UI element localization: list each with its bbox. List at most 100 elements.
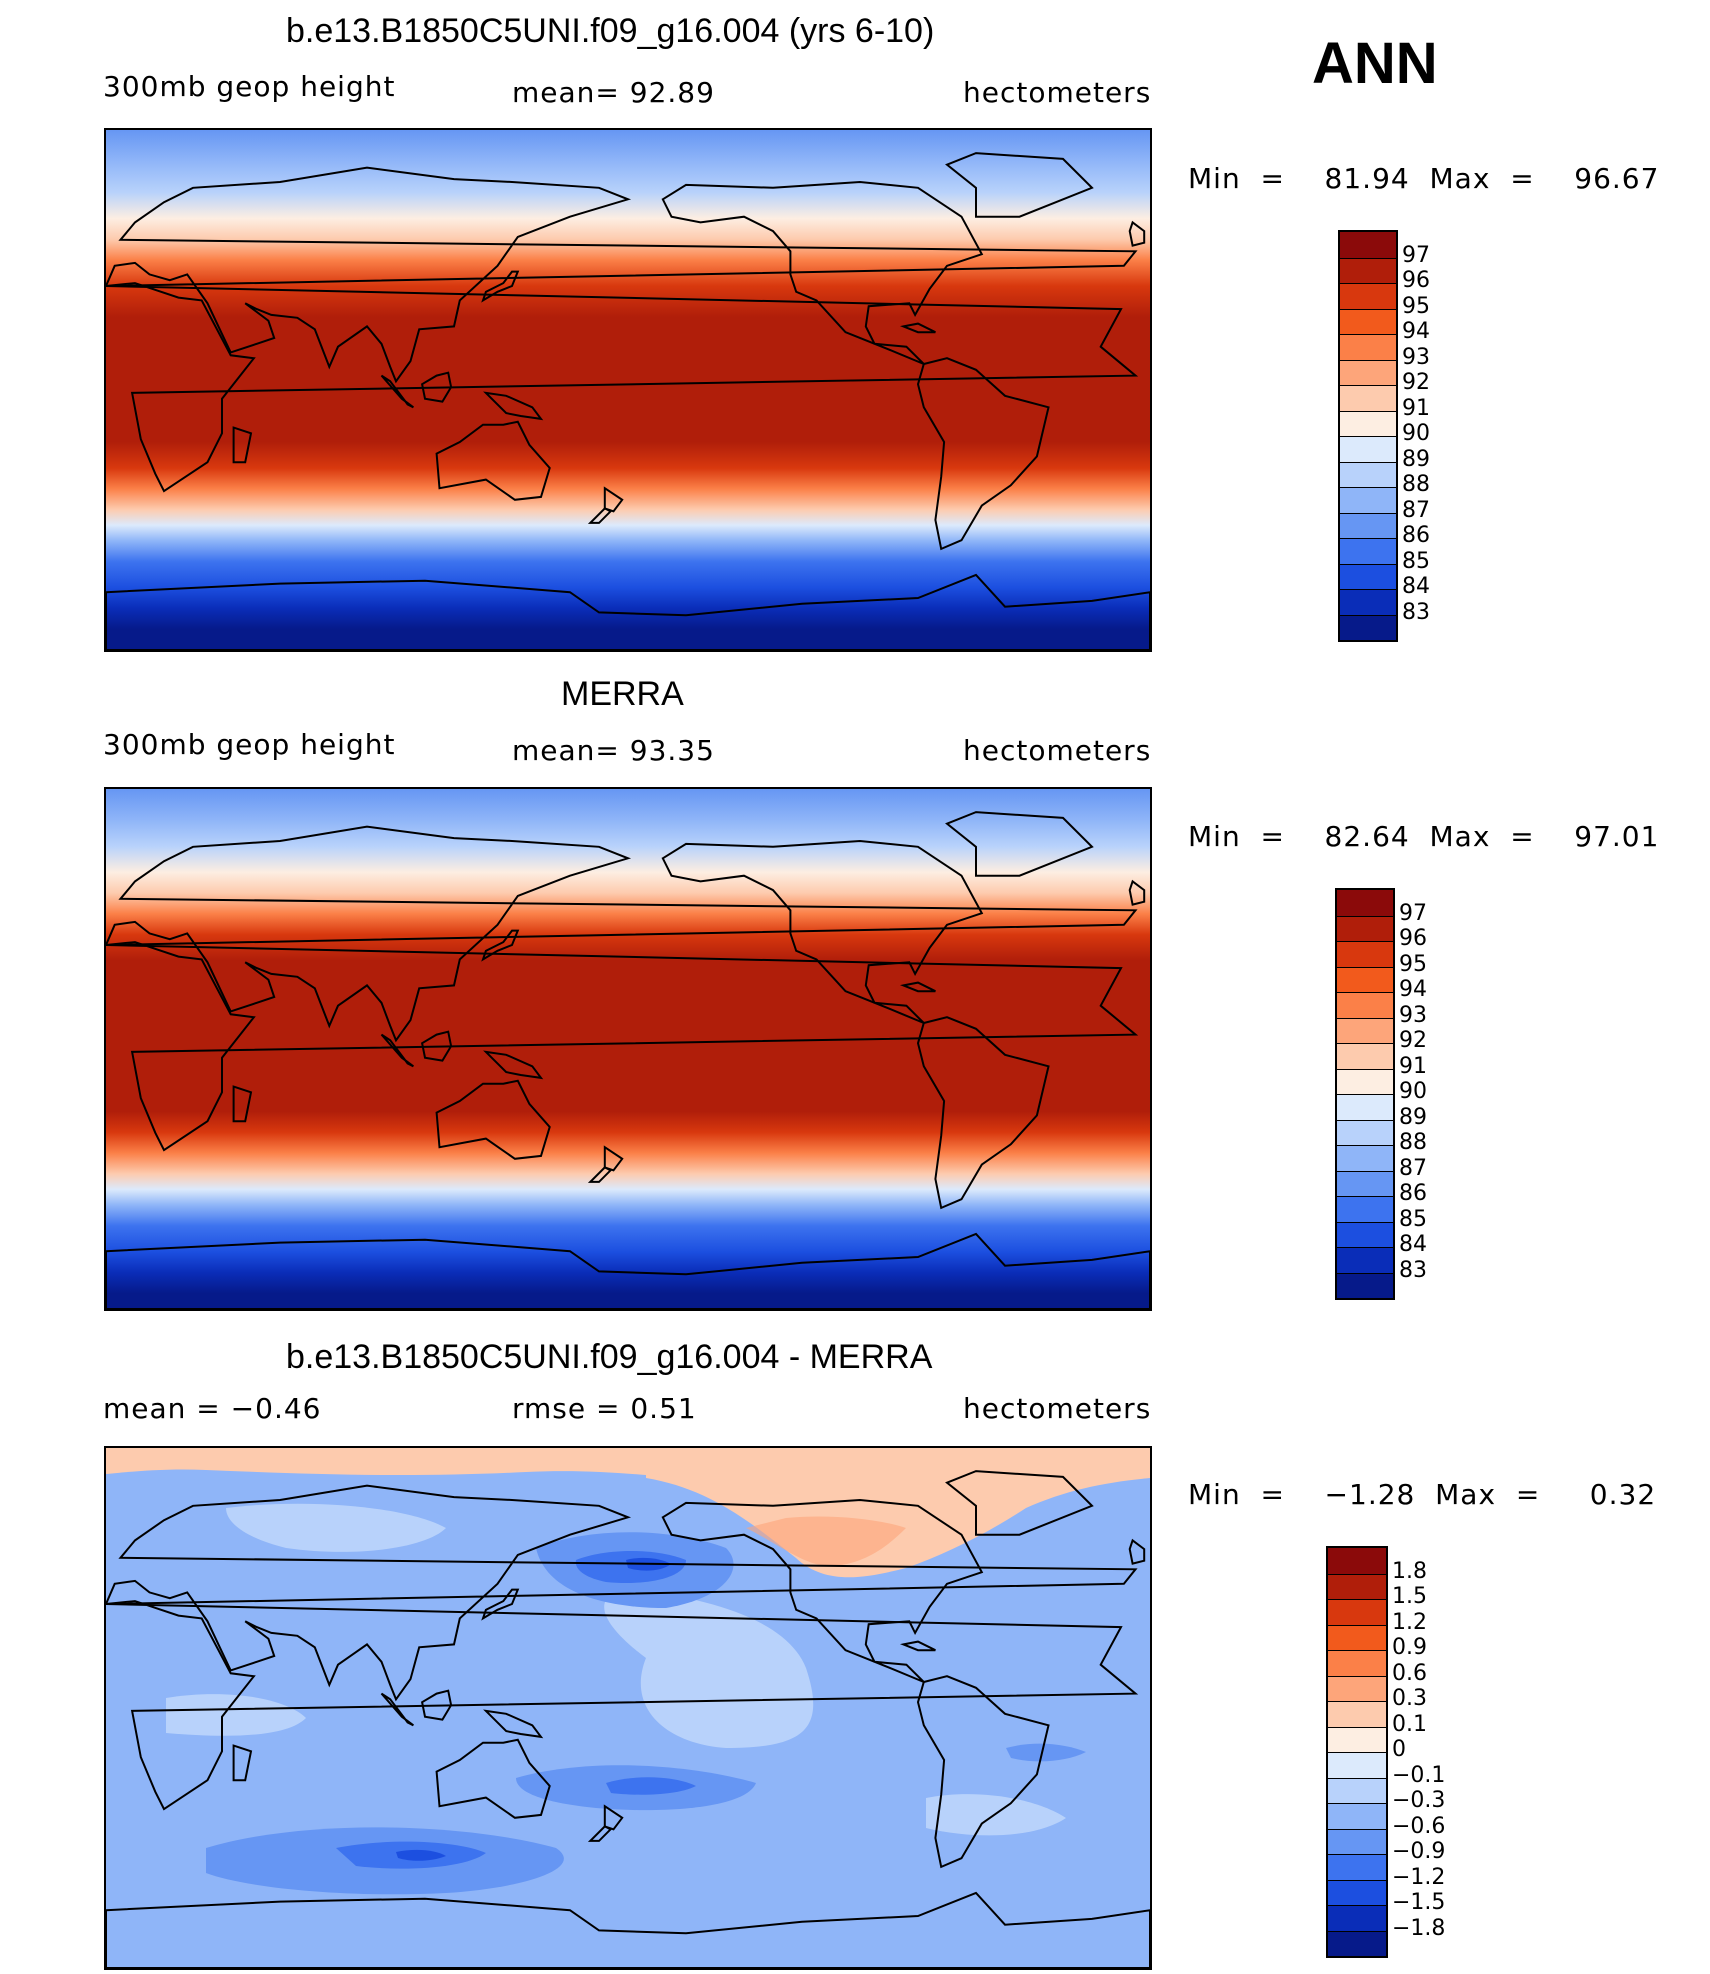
- colorbar-box: [1337, 941, 1393, 967]
- coastline: [106, 573, 1150, 650]
- panel-1-map: [104, 128, 1152, 652]
- colorbar-box: [1340, 461, 1396, 487]
- coastline: [420, 371, 453, 403]
- coastline: [106, 1232, 1150, 1309]
- coastline: [232, 426, 253, 464]
- coastline: [1128, 1538, 1146, 1565]
- colorbar-box: [1328, 1777, 1386, 1803]
- coastline: [916, 357, 1050, 551]
- coastline: [435, 1079, 551, 1160]
- colorbar-tick-label: 83: [1399, 1257, 1427, 1283]
- coastline: [603, 486, 624, 513]
- colorbar-tick-label: 95: [1399, 951, 1427, 977]
- coastline: [106, 1600, 1139, 1811]
- colorbar-box: [1340, 589, 1396, 615]
- coastline: [481, 929, 520, 962]
- colorbar-box: [1340, 232, 1396, 258]
- colorbar-box: [1328, 1624, 1386, 1650]
- coastline: [106, 1891, 1150, 1968]
- colorbar-box: [1337, 1043, 1393, 1069]
- colorbar-tick-label: 96: [1402, 268, 1430, 293]
- colorbar-tick-label: 91: [1402, 395, 1430, 421]
- colorbar-tick-label: 85: [1402, 548, 1430, 574]
- colorbar-box: [1337, 1272, 1393, 1298]
- season-label: ANN: [1312, 31, 1438, 96]
- colorbar-tick-label: 88: [1399, 1130, 1427, 1155]
- colorbar-tick-label: 1.5: [1392, 1584, 1427, 1609]
- colorbar-tick-label: −1.8: [1392, 1915, 1446, 1941]
- panel-2-minmax: Min = 82.64 Max = 97.01: [1188, 820, 1660, 853]
- colorbar-tick-label: 89: [1402, 446, 1430, 472]
- colorbar-tick-label: 92: [1399, 1028, 1427, 1053]
- colorbar-box: [1328, 1573, 1386, 1599]
- coastline: [945, 1470, 1094, 1536]
- coastline: [435, 420, 551, 501]
- coastline: [603, 1145, 624, 1172]
- panel-1-units-label: hectometers: [963, 76, 1152, 109]
- coastline: [483, 391, 544, 421]
- colorbar-tick-label: 95: [1402, 293, 1430, 319]
- colorbar-tick-label: 96: [1399, 926, 1427, 951]
- coastline: [380, 374, 414, 409]
- coastline: [481, 270, 520, 303]
- colorbar-box: [1337, 1196, 1393, 1222]
- colorbar-box: [1328, 1675, 1386, 1701]
- colorbar-tick-label: 83: [1402, 599, 1430, 625]
- colorbar-tick-label: 1.2: [1392, 1609, 1427, 1635]
- coastline: [435, 1738, 551, 1819]
- colorbar-tick-label: 0.1: [1392, 1711, 1427, 1737]
- coastline: [587, 1166, 613, 1183]
- colorbar-box: [1340, 538, 1396, 564]
- colorbar-box: [1340, 308, 1396, 334]
- colorbar-tick-label: −0.6: [1392, 1813, 1446, 1839]
- colorbar-box: [1337, 1068, 1393, 1094]
- colorbar-box: [1340, 436, 1396, 462]
- colorbar-box: [1340, 359, 1396, 385]
- colorbar-box: [1328, 1905, 1386, 1931]
- coastline: [661, 180, 984, 365]
- colorbar-tick-label: 94: [1402, 319, 1430, 344]
- colorbar-box: [1337, 1221, 1393, 1247]
- coastline: [916, 1675, 1050, 1869]
- panel-1-variable-label: 300mb geop height: [103, 70, 396, 103]
- coastline: [945, 811, 1094, 877]
- panel-3-minmax: Min = −1.28 Max = 0.32: [1188, 1478, 1657, 1511]
- colorbar-tick-label: 84: [1402, 574, 1430, 599]
- panel-3-title: b.e13.B1850C5UNI.f09_g16.004 - MERRA: [286, 1338, 933, 1376]
- coastline: [232, 1085, 253, 1123]
- coastline: [106, 825, 1138, 1043]
- panel-3-colorbar: [1326, 1546, 1388, 1958]
- colorbar-tick-label: 0.3: [1392, 1686, 1427, 1711]
- colorbar-box: [1328, 1879, 1386, 1905]
- panel-2-mean-label: mean= 93.35: [512, 734, 715, 767]
- colorbar-box: [1328, 1803, 1386, 1829]
- colorbar-box: [1337, 890, 1393, 916]
- coastline: [106, 166, 1138, 384]
- coastline: [380, 1033, 414, 1068]
- panel-1-map-svg: [106, 130, 1150, 650]
- colorbar-tick-label: 0.6: [1392, 1660, 1427, 1686]
- colorbar-tick-label: −1.5: [1392, 1890, 1446, 1915]
- colorbar-tick-label: −0.3: [1392, 1788, 1446, 1813]
- colorbar-tick-label: 85: [1399, 1206, 1427, 1232]
- colorbar-box: [1337, 1017, 1393, 1043]
- coastline: [106, 282, 1139, 493]
- colorbar-tick-label: 89: [1399, 1104, 1427, 1130]
- colorbar-tick-label: 88: [1402, 472, 1430, 497]
- panel-1-colorbar: [1338, 230, 1398, 642]
- panel-3-units-label: hectometers: [963, 1392, 1152, 1425]
- colorbar-box: [1328, 1726, 1386, 1752]
- coastline: [380, 1692, 414, 1727]
- panel-2-title: MERRA: [561, 675, 684, 713]
- colorbar-box: [1337, 1247, 1393, 1273]
- colorbar-box: [1328, 1930, 1386, 1956]
- coastline: [1128, 879, 1146, 906]
- panel-3-rmse-label: rmse = 0.51: [512, 1392, 697, 1425]
- colorbar-tick-label: 94: [1399, 977, 1427, 1002]
- colorbar-box: [1328, 1701, 1386, 1727]
- colorbar-tick-label: 0: [1392, 1737, 1406, 1762]
- colorbar-box: [1337, 1094, 1393, 1120]
- colorbar-box: [1328, 1599, 1386, 1625]
- colorbar-tick-label: 93: [1402, 344, 1430, 370]
